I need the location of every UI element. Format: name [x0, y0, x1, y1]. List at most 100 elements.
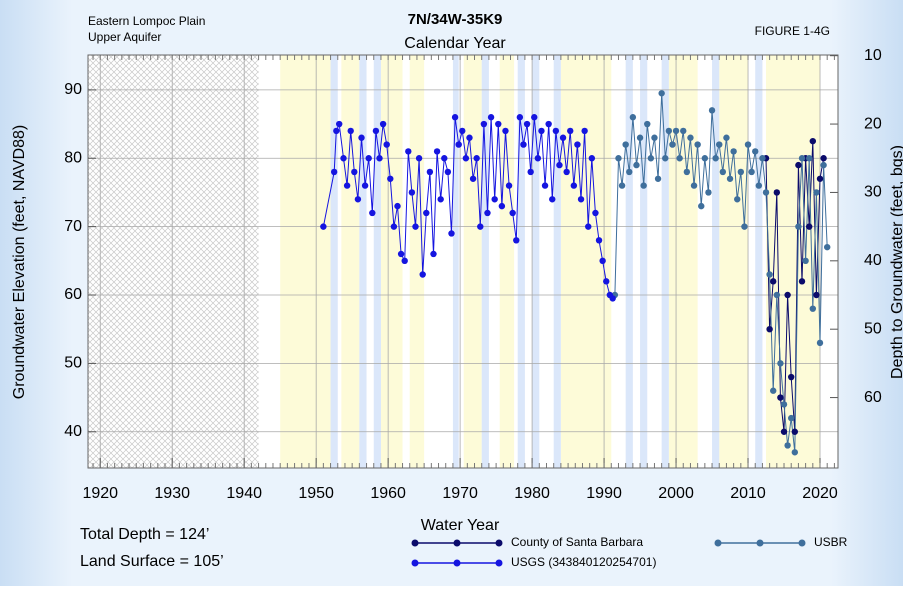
x-tick-label: 2010 [730, 485, 766, 502]
wet-period [532, 55, 540, 468]
data-point [376, 155, 383, 162]
data-point [629, 114, 637, 121]
data-point [570, 182, 578, 189]
data-point [755, 182, 763, 189]
y2-tick-label: 50 [864, 320, 882, 337]
data-point [502, 127, 509, 135]
data-point [444, 168, 452, 176]
data-point [813, 291, 820, 299]
series-line [322, 117, 614, 299]
wet-period [640, 55, 648, 468]
data-point [394, 202, 401, 210]
data-point [451, 114, 459, 121]
data-point [379, 120, 387, 128]
wet-period [359, 55, 367, 468]
header-left: Upper Aquifer [88, 30, 161, 44]
data-point [690, 182, 698, 189]
x-tick-label: 2020 [802, 485, 838, 502]
data-point [712, 155, 719, 162]
data-point [541, 182, 549, 189]
data-point [552, 127, 560, 135]
data-point [780, 428, 788, 435]
data-point [633, 161, 640, 169]
legend-marker [714, 539, 722, 547]
data-point [588, 155, 596, 162]
y2-axis-label: Depth to Groundwater (feet, bgs) [889, 145, 903, 379]
y-tick-label: 80 [64, 149, 82, 166]
data-point [433, 148, 441, 155]
series-line [614, 93, 828, 453]
x-tick-label: 1960 [370, 485, 406, 502]
data-point [672, 127, 680, 135]
legend-marker [453, 539, 461, 547]
data-point [358, 134, 365, 141]
data-point [549, 196, 556, 203]
data-point [609, 295, 616, 302]
data-point [719, 168, 727, 176]
data-point [387, 175, 394, 182]
data-point [592, 209, 599, 217]
figure-label: FIGURE 1-4G [755, 24, 830, 38]
data-point [354, 196, 362, 203]
data-point [426, 168, 434, 176]
data-point [577, 196, 585, 203]
data-point [347, 127, 354, 135]
data-point [365, 155, 372, 162]
data-point [330, 168, 338, 176]
x-tick-label: 1920 [82, 485, 118, 502]
data-point [791, 449, 799, 456]
data-point [798, 155, 806, 162]
data-point [520, 141, 527, 148]
data-point [563, 168, 570, 176]
data-point [809, 137, 817, 145]
data-point [795, 161, 802, 169]
data-point [647, 155, 655, 162]
data-point [680, 127, 687, 135]
legend-label: USBR [814, 535, 848, 549]
x-tick-label: 1930 [154, 485, 190, 502]
data-point [694, 141, 701, 148]
data-point [676, 155, 683, 162]
data-point [636, 134, 644, 141]
plot-frame [87, 54, 839, 469]
data-point [708, 107, 716, 114]
y2-tick-label: 20 [864, 115, 882, 132]
data-point [687, 134, 694, 141]
y-tick-label: 60 [64, 286, 82, 303]
data-point [726, 175, 734, 182]
y2-tick-label: 40 [864, 252, 882, 269]
data-point [430, 250, 437, 258]
legend-marker [411, 559, 419, 567]
data-point [662, 155, 669, 162]
legend-marker [495, 559, 503, 567]
data-point [813, 189, 820, 196]
data-point [585, 223, 592, 230]
data-point [531, 114, 538, 121]
data-point [626, 168, 633, 176]
data-point [734, 196, 741, 203]
dry-period [280, 55, 331, 468]
data-point [574, 141, 581, 148]
data-point [824, 243, 831, 251]
data-point [419, 271, 426, 278]
data-point [523, 120, 531, 128]
data-point [343, 182, 351, 189]
legend-marker [495, 539, 503, 547]
data-point [448, 230, 455, 237]
data-point [527, 168, 534, 176]
data-point [809, 305, 817, 312]
legend-marker [411, 539, 419, 547]
data-point [335, 120, 343, 128]
data-point [603, 278, 610, 285]
note: Land Surface = 105’ [80, 553, 224, 570]
x-tick-label: 1970 [442, 485, 478, 502]
data-point [491, 196, 498, 203]
data-point [383, 141, 390, 148]
data-point [401, 257, 408, 265]
data-point [320, 223, 327, 230]
wet-period [517, 55, 525, 468]
dry-period [668, 55, 698, 468]
data-point [744, 141, 752, 148]
